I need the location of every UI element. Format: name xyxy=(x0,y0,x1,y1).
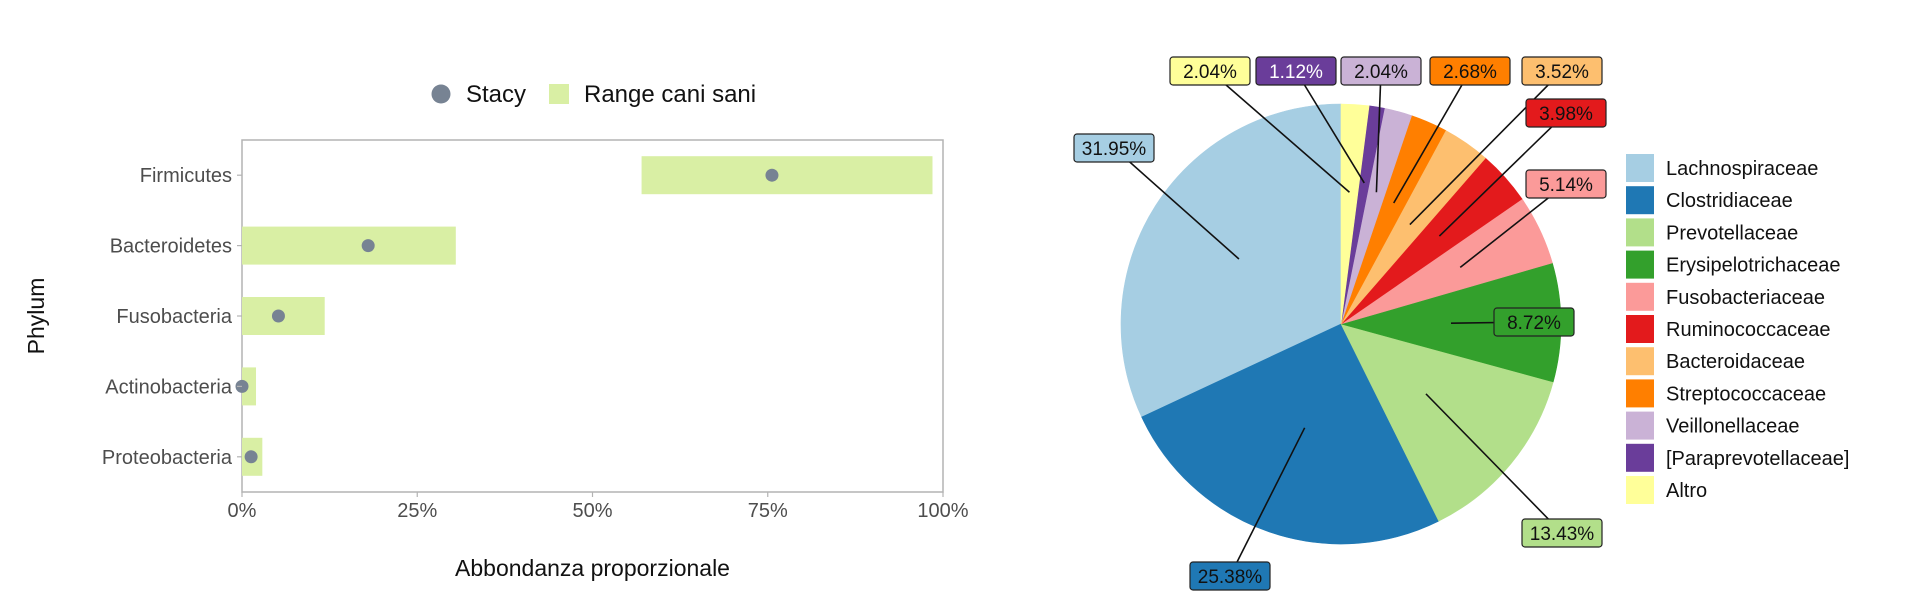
y-tick-label: Fusobacteria xyxy=(116,306,232,328)
pie-legend-key xyxy=(1626,347,1654,376)
pie-slice-label: 2.04% xyxy=(1354,62,1408,83)
pie-legend-label: Erysipelotrichaceae xyxy=(1666,255,1841,277)
pie-legend-label: Bacteroidaceae xyxy=(1666,351,1805,373)
range-bar-actinobacteria xyxy=(242,367,257,406)
pie-legend-label: Altro xyxy=(1666,480,1707,502)
pie-label-leader-line xyxy=(1425,393,1563,534)
legend-key-stacy xyxy=(431,84,451,104)
pie-slice-clostridiaceae xyxy=(1141,323,1440,545)
range-bar-firmicutes xyxy=(641,156,933,195)
pie-legend-key xyxy=(1626,315,1654,343)
point-stacy-fusobacteria xyxy=(271,309,285,323)
pie-slice-label: 1.12% xyxy=(1269,62,1323,83)
legend-label-range: Range cani sani xyxy=(584,81,756,108)
pie-slice-label: 31.95% xyxy=(1082,139,1147,160)
pie-legend-key xyxy=(1626,443,1654,472)
x-tick-label: 50% xyxy=(572,500,612,522)
pie-slice-label: 3.52% xyxy=(1535,62,1589,83)
pie-slice-label: 2.04% xyxy=(1183,62,1237,83)
legend-key-range xyxy=(549,84,569,104)
point-stacy-firmicutes xyxy=(765,168,779,182)
pie-label-box xyxy=(1521,56,1603,86)
pie-legend-key xyxy=(1626,411,1654,440)
pie-label-box xyxy=(1255,56,1337,86)
pie-legend-label: Veillonellaceae xyxy=(1666,416,1799,438)
pie-label-box xyxy=(1429,56,1511,86)
x-tick-label: 0% xyxy=(228,500,257,522)
x-tick-label: 75% xyxy=(748,500,788,522)
pie-label-leader-line xyxy=(1393,70,1471,204)
pie-label-leader-line xyxy=(1375,70,1382,193)
pie-label-box xyxy=(1521,518,1603,548)
pie-label-leader-line xyxy=(1295,70,1365,184)
pie-label-box xyxy=(1493,307,1575,337)
pie-legend-label: Streptococcaceae xyxy=(1666,383,1826,405)
pie-label-box xyxy=(1189,561,1271,591)
plot-panel-frame xyxy=(241,139,944,493)
y-tick-label: Actinobacteria xyxy=(105,376,233,398)
legend: Stacy Range cani sani xyxy=(431,81,756,108)
x-tick-label: 100% xyxy=(917,500,968,522)
pie-slice-label: 3.98% xyxy=(1539,104,1593,125)
pie-slice-label: 5.14% xyxy=(1539,175,1593,196)
pie-label-leader-line xyxy=(1209,70,1350,193)
point-stacy-bacteroidetes xyxy=(361,239,375,253)
pie-label-leader-line xyxy=(1113,147,1240,260)
pie-label-leader-line xyxy=(1438,112,1567,237)
pie-legend: Lachnospiraceae Clostridiaceae Prevotellac… xyxy=(1626,154,1849,504)
pie-label-leader-line xyxy=(1409,70,1563,226)
legend-label-stacy: Stacy xyxy=(466,81,526,108)
y-tick-label: Bacteroidetes xyxy=(110,236,232,258)
pie-legend-label: [Paraprevotellaceae] xyxy=(1666,448,1849,470)
pie-legend-key xyxy=(1626,154,1654,182)
pie-label-box xyxy=(1340,56,1422,86)
pie-slice-lachnospiraceae xyxy=(1120,103,1342,418)
pie-legend-label: Prevotellaceae xyxy=(1666,222,1798,244)
pie-label-box xyxy=(1169,56,1251,86)
pie-legend-key xyxy=(1626,282,1654,311)
pie-legend-key xyxy=(1626,476,1654,504)
pie-label-box xyxy=(1525,169,1607,199)
pie-slice-altro xyxy=(1340,103,1370,325)
pie-legend-label: Fusobacteriaceae xyxy=(1666,287,1825,309)
y-tick-label: Firmicutes xyxy=(140,165,232,187)
y-tick-label: Proteobacteria xyxy=(102,447,233,469)
phylum-dot-range-chart: Firmicutes Bacteroidetes Fusobacteria Actin… xyxy=(23,81,969,581)
pie-slice-label: 25.38% xyxy=(1198,567,1263,588)
family-pie-chart: 31.95% 25.38% 13.43% 8.72% 5.14% 3.98% 3.52% 2.… xyxy=(1073,56,1849,591)
pie-slice-prevotellaceae xyxy=(1340,323,1554,522)
pie-label-box xyxy=(1525,98,1607,128)
pie-legend-key xyxy=(1626,379,1654,408)
pie-legend-label: Clostridiaceae xyxy=(1666,190,1793,212)
pie-label-leader-line xyxy=(1229,427,1306,577)
range-bar-bacteroidetes xyxy=(242,226,456,265)
pie-slice-label: 2.68% xyxy=(1443,62,1497,83)
pie-label-box xyxy=(1073,133,1155,163)
x-axis-title: Abbondanza proporzionale xyxy=(455,555,730,581)
pie-legend-label: Lachnospiraceae xyxy=(1666,158,1818,180)
pie-slice-label: 8.72% xyxy=(1507,313,1561,334)
point-stacy-proteobacteria xyxy=(244,450,258,464)
pie-legend-key xyxy=(1626,218,1654,247)
pie-legend-key xyxy=(1626,250,1654,279)
pie-slice-label: 13.43% xyxy=(1530,524,1595,545)
y-axis-title: Phylum xyxy=(23,278,49,355)
pie-legend-label: Ruminococcaceae xyxy=(1666,319,1831,341)
x-tick-label: 25% xyxy=(397,500,437,522)
pie-legend-key xyxy=(1626,186,1654,215)
